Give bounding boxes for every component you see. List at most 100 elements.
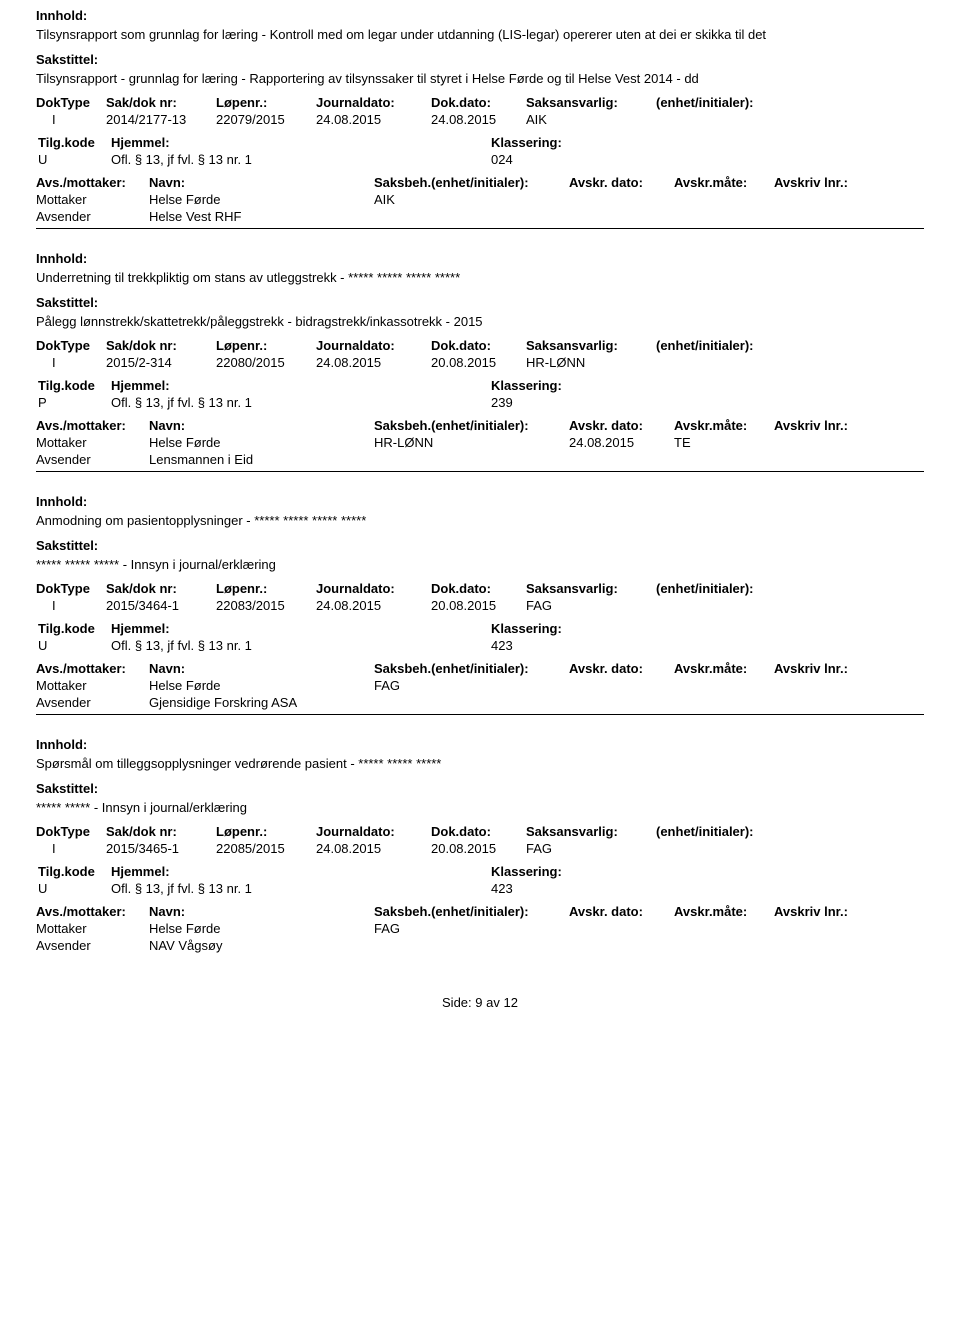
avskrlnr-header: Avskriv lnr.: — [774, 418, 879, 433]
enhet-header: (enhet/initialer): — [656, 581, 806, 596]
mottaker-avskrlnr — [774, 435, 879, 450]
avsender-label: Avsender — [36, 938, 149, 953]
avsender-label: Avsender — [36, 209, 149, 224]
mottaker-avskrdato — [569, 192, 674, 207]
enhet-header: (enhet/initialer): — [656, 824, 806, 839]
sakstittel-label: Sakstittel: — [36, 781, 924, 796]
navn-header: Navn: — [149, 418, 374, 433]
journaldato-header: Journaldato: — [316, 338, 431, 353]
lopenr-header: Løpenr.: — [216, 824, 316, 839]
meta-header-row: DokType Sak/dok nr: Løpenr.: Journaldato… — [36, 824, 924, 839]
mottaker-label: Mottaker — [36, 921, 149, 936]
enhet-value — [656, 598, 806, 613]
tilgkode-value: P — [36, 395, 111, 410]
class-header-row: Tilg.kode Hjemmel: Klassering: — [36, 621, 924, 636]
meta-header-row: DokType Sak/dok nr: Løpenr.: Journaldato… — [36, 338, 924, 353]
tilgkode-value: U — [36, 638, 111, 653]
innhold-value: Spørsmål om tilleggsopplysninger vedrøre… — [36, 755, 924, 773]
sakdok-header: Sak/dok nr: — [106, 824, 216, 839]
journal-record: Innhold: Tilsynsrapport som grunnlag for… — [36, 4, 924, 247]
sakstittel-label: Sakstittel: — [36, 295, 924, 310]
avskrmate-header: Avskr.måte: — [674, 904, 774, 919]
doktype-header: DokType — [36, 824, 106, 839]
innhold-value: Underretning til trekkpliktig om stans a… — [36, 269, 924, 287]
journaldato-value: 24.08.2015 — [316, 112, 431, 127]
avsender-row: Avsender Helse Vest RHF — [36, 209, 924, 224]
avsender-navn: Helse Vest RHF — [149, 209, 374, 224]
sakstittel-label: Sakstittel: — [36, 52, 924, 67]
mottaker-row: Mottaker Helse Førde FAG — [36, 921, 924, 936]
doktype-value: I — [36, 598, 106, 613]
mottaker-row: Mottaker Helse Førde HR-LØNN 24.08.2015 … — [36, 435, 924, 450]
dokdato-header: Dok.dato: — [431, 338, 526, 353]
mottaker-label: Mottaker — [36, 435, 149, 450]
lopenr-value: 22083/2015 — [216, 598, 316, 613]
doktype-value: I — [36, 841, 106, 856]
klassering-header: Klassering: — [491, 378, 691, 393]
meta-header-row: DokType Sak/dok nr: Løpenr.: Journaldato… — [36, 581, 924, 596]
mottaker-row: Mottaker Helse Førde AIK — [36, 192, 924, 207]
avsender-row: Avsender Lensmannen i Eid — [36, 452, 924, 467]
meta-value-row: I 2015/3465-1 22085/2015 24.08.2015 20.0… — [36, 841, 924, 856]
footer-total: 12 — [504, 995, 518, 1010]
mottaker-avskrmate — [674, 921, 774, 936]
avskrdato-header: Avskr. dato: — [569, 418, 674, 433]
innhold-label: Innhold: — [36, 737, 924, 752]
mottaker-navn: Helse Førde — [149, 921, 374, 936]
sakstittel-value: Pålegg lønnstrekk/skattetrekk/påleggstre… — [36, 313, 924, 331]
record-separator — [36, 471, 924, 472]
class-value-row: U Ofl. § 13, jf fvl. § 13 nr. 1 423 — [36, 638, 924, 653]
hjemmel-header: Hjemmel: — [111, 378, 491, 393]
doktype-header: DokType — [36, 338, 106, 353]
enhet-header: (enhet/initialer): — [656, 338, 806, 353]
avskrmate-header: Avskr.måte: — [674, 418, 774, 433]
sakdok-header: Sak/dok nr: — [106, 581, 216, 596]
mottaker-avskrmate — [674, 192, 774, 207]
saksbeh-header: Saksbeh.(enhet/initialer): — [374, 661, 569, 676]
avsmottaker-header: Avs./mottaker: — [36, 175, 149, 190]
navn-header: Navn: — [149, 175, 374, 190]
mottaker-saksbeh: HR-LØNN — [374, 435, 569, 450]
doktype-value: I — [36, 355, 106, 370]
dokdato-value: 24.08.2015 — [431, 112, 526, 127]
mottaker-navn: Helse Førde — [149, 192, 374, 207]
avsender-navn: Lensmannen i Eid — [149, 452, 374, 467]
mottaker-navn: Helse Førde — [149, 678, 374, 693]
meta-value-row: I 2015/3464-1 22083/2015 24.08.2015 20.0… — [36, 598, 924, 613]
saksansvarlig-header: Saksansvarlig: — [526, 824, 656, 839]
klassering-header: Klassering: — [491, 864, 691, 879]
journaldato-value: 24.08.2015 — [316, 598, 431, 613]
tilgkode-value: U — [36, 881, 111, 896]
record-separator — [36, 714, 924, 715]
saksansvarlig-value: FAG — [526, 598, 656, 613]
hjemmel-header: Hjemmel: — [111, 864, 491, 879]
lopenr-header: Løpenr.: — [216, 581, 316, 596]
lopenr-value: 22079/2015 — [216, 112, 316, 127]
journal-record: Innhold: Underretning til trekkpliktig o… — [36, 247, 924, 490]
tilgkode-header: Tilg.kode — [36, 135, 111, 150]
dokdato-value: 20.08.2015 — [431, 355, 526, 370]
class-value-row: P Ofl. § 13, jf fvl. § 13 nr. 1 239 — [36, 395, 924, 410]
innhold-value: Anmodning om pasientopplysninger - *****… — [36, 512, 924, 530]
journaldato-value: 24.08.2015 — [316, 841, 431, 856]
avsmottaker-header: Avs./mottaker: — [36, 904, 149, 919]
enhet-value — [656, 112, 806, 127]
hjemmel-header: Hjemmel: — [111, 621, 491, 636]
dokdato-value: 20.08.2015 — [431, 841, 526, 856]
sakdok-value: 2015/3465-1 — [106, 841, 216, 856]
footer-av: av — [486, 995, 500, 1010]
mottaker-avskrmate — [674, 678, 774, 693]
mottaker-avskrlnr — [774, 921, 879, 936]
sakstittel-value: ***** ***** - Innsyn i journal/erklæring — [36, 799, 924, 817]
saksansvarlig-value: FAG — [526, 841, 656, 856]
enhet-value — [656, 355, 806, 370]
mottaker-avskrmate: TE — [674, 435, 774, 450]
avskrdato-header: Avskr. dato: — [569, 904, 674, 919]
avsender-label: Avsender — [36, 695, 149, 710]
footer-page: 9 — [475, 995, 482, 1010]
innhold-label: Innhold: — [36, 251, 924, 266]
avsmottaker-header: Avs./mottaker: — [36, 418, 149, 433]
saksbeh-header: Saksbeh.(enhet/initialer): — [374, 418, 569, 433]
dokdato-header: Dok.dato: — [431, 824, 526, 839]
doktype-header: DokType — [36, 581, 106, 596]
